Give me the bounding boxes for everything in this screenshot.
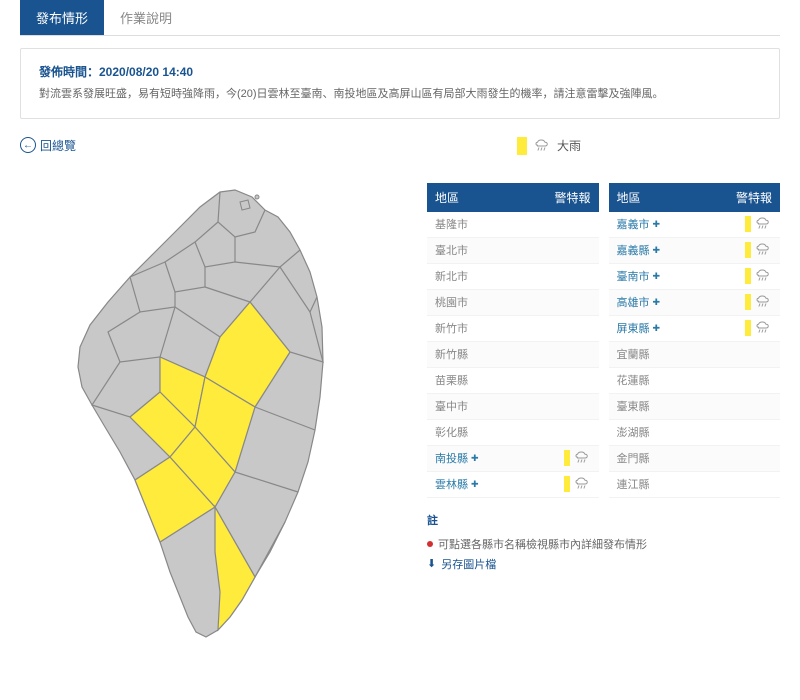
region-cell: 澎湖縣 <box>617 424 717 440</box>
download-icon: ⬇ <box>427 557 436 570</box>
table-row: 臺東縣 <box>609 394 781 420</box>
warn-cell <box>716 216 772 232</box>
region-cell: 連江縣 <box>617 476 717 492</box>
region-cell[interactable]: 屏東縣 ✚ <box>617 320 717 336</box>
rain-cloud-icon <box>533 139 551 153</box>
warn-cell <box>716 242 772 258</box>
plus-icon: ✚ <box>653 271 661 282</box>
plus-icon: ✚ <box>653 323 661 334</box>
plus-icon: ✚ <box>653 219 661 230</box>
table-row: 基隆市 <box>427 212 599 238</box>
table-row: 新北市 <box>427 264 599 290</box>
notice-body: 對流雲系發展旺盛，易有短時強降雨，今(20)日雲林至臺南、南投地區及高屏山區有局… <box>39 86 761 104</box>
notice-box: 發佈時間：2020/08/20 14:40 對流雲系發展旺盛，易有短時強降雨，今… <box>20 48 780 119</box>
table-row: 苗栗縣 <box>427 368 599 394</box>
region-cell[interactable]: 嘉義縣 ✚ <box>617 242 717 258</box>
table-row[interactable]: 屏東縣 ✚ <box>609 316 781 342</box>
region-cell: 新竹市 <box>435 320 535 336</box>
table-row[interactable]: 嘉義縣 ✚ <box>609 238 781 264</box>
footer-notes: 註 可點選各縣市名稱檢視縣市內詳細發布情形 ⬇ 另存圖片檔 <box>427 512 780 572</box>
warn-bar <box>745 320 751 336</box>
save-image-link[interactable]: 另存圖片檔 <box>441 556 496 572</box>
table-row: 連江縣 <box>609 472 781 498</box>
notice-title: 發佈時間：2020/08/20 14:40 <box>39 63 761 80</box>
region-cell: 基隆市 <box>435 216 535 232</box>
th-region: 地區 <box>427 183 543 212</box>
region-cell: 金門縣 <box>617 450 717 466</box>
plus-icon: ✚ <box>471 453 479 464</box>
region-cell: 彰化縣 <box>435 424 535 440</box>
warn-bar <box>745 242 751 258</box>
back-link[interactable]: ← 回總覽 <box>20 137 415 154</box>
th-region: 地區 <box>609 183 725 212</box>
table-row: 宜蘭縣 <box>609 342 781 368</box>
warn-cell <box>716 268 772 284</box>
table-row: 金門縣 <box>609 446 781 472</box>
warn-bar <box>745 294 751 310</box>
legend: 大雨 <box>517 137 780 155</box>
arrow-left-icon: ← <box>20 137 36 153</box>
region-cell: 臺中市 <box>435 398 535 414</box>
region-cell[interactable]: 南投縣 ✚ <box>435 450 535 466</box>
tab-instructions[interactable]: 作業說明 <box>104 0 188 35</box>
region-cell: 苗栗縣 <box>435 372 535 388</box>
region-cell: 宜蘭縣 <box>617 346 717 362</box>
region-cell: 臺東縣 <box>617 398 717 414</box>
region-cell[interactable]: 嘉義市 ✚ <box>617 216 717 232</box>
table-row[interactable]: 南投縣 ✚ <box>427 446 599 472</box>
region-cell: 花蓮縣 <box>617 372 717 388</box>
legend-swatch <box>517 137 527 155</box>
footer-title: 註 <box>427 512 780 528</box>
warn-cell <box>535 476 591 492</box>
table-row: 澎湖縣 <box>609 420 781 446</box>
table-row[interactable]: 嘉義市 ✚ <box>609 212 781 238</box>
warn-bar <box>745 268 751 284</box>
plus-icon: ✚ <box>471 479 479 490</box>
legend-label: 大雨 <box>557 137 581 154</box>
table-row[interactable]: 雲林縣 ✚ <box>427 472 599 498</box>
region-cell[interactable]: 臺南市 ✚ <box>617 268 717 284</box>
table-body-left: 基隆市臺北市新北市桃園市新竹市新竹縣苗栗縣臺中市彰化縣南投縣 ✚ 雲林縣 ✚ <box>427 212 599 498</box>
tabs: 發布情形 作業說明 <box>20 0 780 36</box>
table-row: 彰化縣 <box>427 420 599 446</box>
region-cell: 桃園市 <box>435 294 535 310</box>
warning-table-left: 地區 警特報 基隆市臺北市新北市桃園市新竹市新竹縣苗栗縣臺中市彰化縣南投縣 ✚ 雲… <box>427 183 599 498</box>
region-cell: 新竹縣 <box>435 346 535 362</box>
warn-cell <box>716 320 772 336</box>
region-cell[interactable]: 高雄市 ✚ <box>617 294 717 310</box>
warn-cell <box>535 450 591 466</box>
th-warn: 警特報 <box>543 183 599 212</box>
table-row: 臺中市 <box>427 394 599 420</box>
table-row: 臺北市 <box>427 238 599 264</box>
table-row[interactable]: 臺南市 ✚ <box>609 264 781 290</box>
table-row: 桃園市 <box>427 290 599 316</box>
table-body-right: 嘉義市 ✚ 嘉義縣 ✚ 臺南市 ✚ 高雄市 ✚ 屏東縣 ✚ 宜蘭縣花蓮縣臺東縣澎湖縣金門縣… <box>609 212 781 498</box>
warn-bar <box>564 450 570 466</box>
th-warn: 警特報 <box>724 183 780 212</box>
back-label: 回總覽 <box>40 137 76 154</box>
warning-table-right: 地區 警特報 嘉義市 ✚ 嘉義縣 ✚ 臺南市 ✚ 高雄市 ✚ 屏東縣 ✚ 宜蘭縣花蓮縣臺東… <box>609 183 781 498</box>
taiwan-map[interactable] <box>20 162 415 665</box>
table-row: 花蓮縣 <box>609 368 781 394</box>
tab-publish[interactable]: 發布情形 <box>20 0 104 35</box>
region-cell[interactable]: 雲林縣 ✚ <box>435 476 535 492</box>
table-row[interactable]: 高雄市 ✚ <box>609 290 781 316</box>
region-cell: 臺北市 <box>435 242 535 258</box>
plus-icon: ✚ <box>653 245 661 256</box>
plus-icon: ✚ <box>653 297 661 308</box>
region-cell: 新北市 <box>435 268 535 284</box>
warn-bar <box>564 476 570 492</box>
warn-cell <box>716 294 772 310</box>
table-row: 新竹縣 <box>427 342 599 368</box>
table-row: 新竹市 <box>427 316 599 342</box>
bullet-icon <box>427 541 433 547</box>
warn-bar <box>745 216 751 232</box>
footer-note-1: 可點選各縣市名稱檢視縣市內詳細發布情形 <box>438 536 647 552</box>
